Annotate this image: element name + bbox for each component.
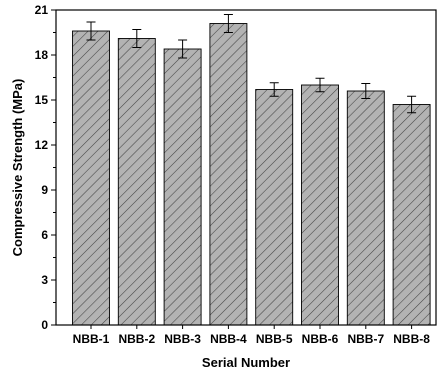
bar-nbb-8 [392, 104, 431, 326]
bars-layer [72, 23, 431, 326]
error-bars-layer [86, 14, 417, 114]
y-tick-label: 6 [41, 228, 48, 242]
y-tick-label: 15 [35, 93, 49, 107]
tick-labels-layer: NBB-1 NBB-2 NBB-3 NBB-4 NBB-5 NBB-6 NBB-7 NBB-8… [35, 3, 431, 346]
x-tick-label: NBB-5 [256, 332, 293, 346]
error-bar-nbb-2 [132, 29, 142, 48]
y-tick-label: 18 [35, 48, 49, 62]
y-tick-label: 0 [41, 318, 48, 332]
error-bar-nbb-4 [223, 14, 233, 33]
bar-nbb-4 [209, 23, 248, 326]
x-tick-label: NBB-2 [118, 332, 155, 346]
y-tick-label: 9 [41, 183, 48, 197]
error-bar-nbb-5 [269, 82, 279, 97]
bar-nbb-3 [163, 48, 202, 326]
x-tick-label: NBB-3 [164, 332, 201, 346]
bar-nbb-5 [255, 89, 294, 326]
error-bar-nbb-6 [315, 77, 325, 93]
error-bar-nbb-1 [86, 21, 96, 41]
error-bar-nbb-3 [178, 39, 188, 59]
y-tick-label: 12 [35, 138, 49, 152]
x-tick-label: NBB-8 [393, 332, 430, 346]
x-tick-label: NBB-6 [302, 332, 339, 346]
y-tick-label: 21 [35, 3, 49, 17]
error-bar-nbb-7 [361, 83, 371, 99]
bar-nbb-7 [346, 90, 385, 326]
bar-nbb-6 [301, 84, 339, 326]
x-tick-label: NBB-4 [210, 332, 247, 346]
x-tick-label: NBB-7 [347, 332, 384, 346]
error-bar-nbb-8 [407, 95, 417, 114]
x-tick-label: NBB-1 [73, 332, 110, 346]
x-axis-title: Serial Number [202, 355, 290, 370]
y-tick-label: 3 [41, 273, 48, 287]
axes-layer [51, 9, 437, 329]
y-axis-title: Compressive Strength (MPa) [10, 79, 25, 257]
bar-nbb-1 [72, 30, 110, 326]
bar-nbb-2 [117, 38, 156, 326]
